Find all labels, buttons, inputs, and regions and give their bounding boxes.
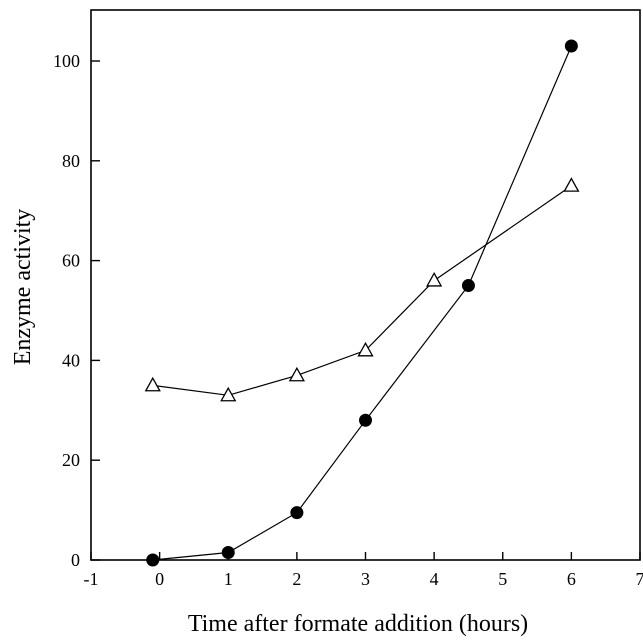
data-point-triangle [146,378,160,391]
x-tick-label: 4 [430,569,439,589]
data-point-circle [462,279,475,292]
y-tick-label: 80 [62,151,80,171]
x-tick-label: 1 [224,569,233,589]
y-tick-label: 40 [62,350,80,370]
x-tick-label: 0 [155,569,164,589]
y-tick-label: 0 [71,550,80,570]
data-point-triangle [290,368,304,381]
plot-frame [91,10,640,560]
series-layer [146,40,579,567]
data-point-circle [146,554,159,567]
data-point-triangle [564,179,578,192]
data-point-triangle [427,273,441,286]
series-line [153,46,572,560]
x-axis-title: Time after formate addition (hours) [188,611,528,637]
axes [91,10,640,560]
y-tick-label: 20 [62,450,80,470]
x-tick-label: 2 [292,569,301,589]
series-line [153,186,572,395]
series-filled-circle [146,40,578,567]
data-point-circle [565,40,578,53]
y-tick-label: 60 [62,251,80,271]
y-axis-title: Enzyme activity [10,209,36,366]
series-open-triangle [146,179,579,401]
x-tick-label: 3 [361,569,370,589]
data-point-circle [359,414,372,427]
x-tick-label: 5 [498,569,507,589]
x-tick-label: -1 [84,569,99,589]
x-tick-label: 7 [636,569,643,589]
y-tick-label: 100 [53,51,80,71]
data-point-circle [222,546,235,559]
x-tick-label: 6 [567,569,576,589]
data-point-circle [290,506,303,519]
